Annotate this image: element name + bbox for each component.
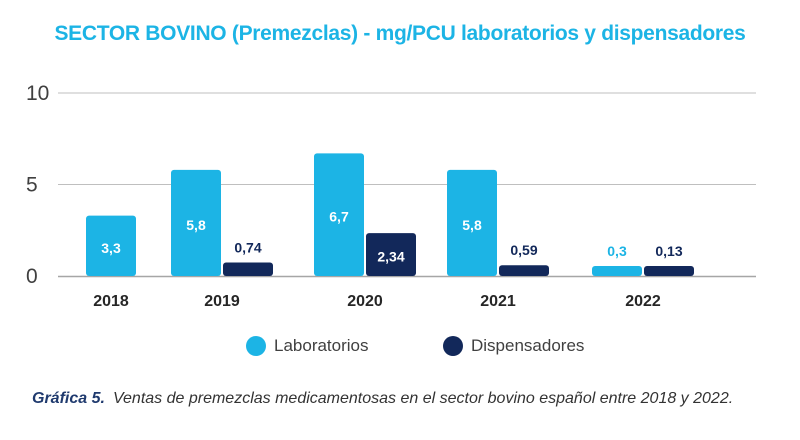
x-tick-label-2022: 2022 [625,293,661,310]
data-label-laboratorios-2021: 5,8 [462,217,482,233]
data-label-laboratorios-2020: 6,7 [329,209,349,225]
legend-label-dispensadores: Dispensadores [471,336,585,355]
data-label-dispensadores-2020: 2,34 [377,249,404,265]
legend-label-laboratorios: Laboratorios [274,336,369,355]
y-tick-label-0: 0 [26,265,38,288]
figure-caption: Gráfica 5. Ventas de premezclas medicamen… [32,390,792,408]
x-tick-label-2020: 2020 [347,293,383,310]
bar-chart: 0 5 10 3,3 2018 5,8 0,74 2019 6,7 2,34 2020 5,8 0,59… [26,82,756,310]
bar-laboratorios-2021 [447,169,497,276]
x-tick-label-2018: 2018 [93,293,129,310]
legend-swatch-dispensadores [443,336,463,356]
x-tick-label-2019: 2019 [204,293,240,310]
data-label-dispensadores-2021: 0,59 [510,242,537,258]
caption-label: Gráfica 5. [32,390,105,407]
bar-dispensadores-2019 [223,262,273,276]
data-label-laboratorios-2018: 3,3 [101,240,121,256]
y-tick-label-5: 5 [26,174,38,197]
caption-text: Ventas de premezclas medicamentosas en e… [112,390,734,407]
y-tick-label-10: 10 [26,82,49,105]
bar-laboratorios-2020 [314,153,364,276]
bar-laboratorios-2022 [592,266,642,276]
legend-swatch-laboratorios [246,336,266,356]
bar-dispensadores-2020 [366,233,416,276]
bar-laboratorios-2019 [171,169,221,276]
legend-item-laboratorios: Laboratorios [246,336,369,356]
x-tick-label-2021: 2021 [480,293,516,310]
bar-laboratorios-2018 [86,215,136,276]
data-label-laboratorios-2022: 0,3 [607,243,627,259]
data-label-dispensadores-2019: 0,74 [234,239,261,255]
bar-dispensadores-2022 [644,266,694,276]
chart-title: SECTOR BOVINO (Premezclas) - mg/PCU labo… [54,22,746,45]
data-label-dispensadores-2022: 0,13 [655,243,682,259]
data-label-laboratorios-2019: 5,8 [186,217,206,233]
bar-dispensadores-2021 [499,265,549,276]
legend-item-dispensadores: Dispensadores [443,336,584,356]
chart-legend: Laboratorios Dispensadores [0,336,800,360]
